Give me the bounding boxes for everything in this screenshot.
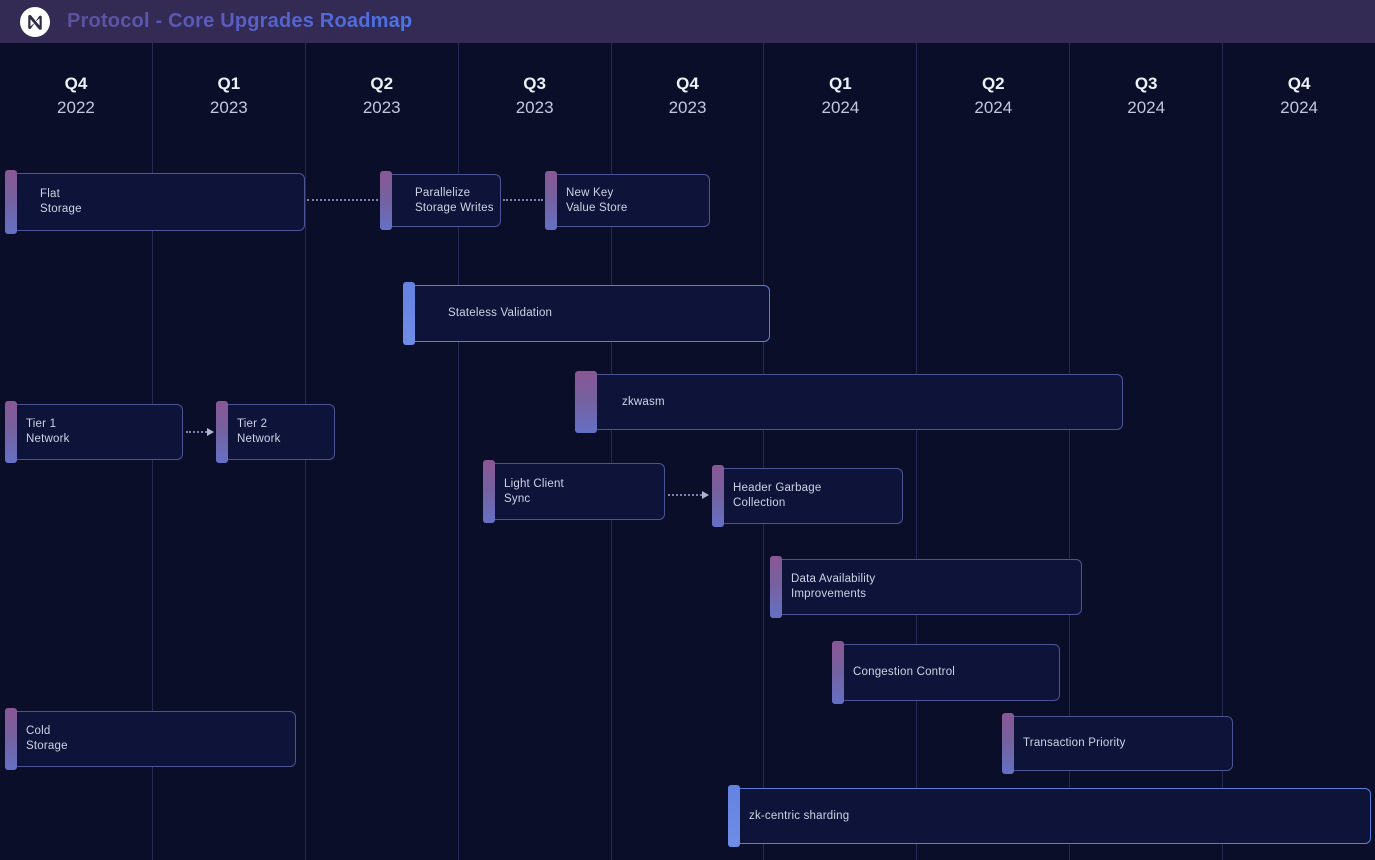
dependency-connector-light-client-to-header-gc (668, 491, 709, 499)
task-bar-light-client-sync[interactable]: Light Client Sync (482, 460, 665, 523)
task-label: Tier 1 Network (26, 418, 70, 445)
quarter-label: Q1 (829, 74, 852, 93)
year-label: 2022 (57, 98, 95, 117)
near-n-glyph (28, 14, 42, 30)
task-bar-transaction-priority[interactable]: Transaction Priority (1001, 713, 1233, 774)
task-bar-flat-storage[interactable]: Flat Storage (4, 170, 305, 234)
task-bar-header-garbage-collection[interactable]: Header Garbage Collection (711, 465, 903, 527)
task-label: Data Availability Improvements (791, 573, 876, 600)
year-label: 2023 (515, 98, 554, 117)
task-accent-strip (544, 171, 557, 230)
task-bar-data-availability-improvements[interactable]: Data Availability Improvements (769, 556, 1082, 618)
dependency-connector-tier1-to-tier2 (186, 428, 214, 436)
task-bar-parallelize-storage-writes[interactable]: Parallelize Storage Writes (379, 171, 501, 230)
quarter-label: Q4 (64, 74, 88, 93)
task-label: Flat Storage (40, 188, 82, 215)
app-header: Protocol - Core Upgrades Roadmap (0, 0, 1375, 43)
task-bar-congestion-control[interactable]: Congestion Control (831, 641, 1060, 704)
task-label: Tier 2 Network (237, 418, 281, 445)
timeline-grid: Q4 2022 Q1 2023 Q2 2023 Q3 2023 Q4 2023 … (0, 43, 1375, 860)
task-label: Stateless Validation (448, 307, 553, 319)
task-accent-strip (574, 371, 597, 433)
timeline-column-q2-2023: Q2 2023 (306, 43, 459, 860)
task-accent-strip (4, 401, 17, 463)
task-accent-strip (831, 641, 844, 704)
quarter-label: Q4 (1287, 74, 1311, 93)
near-protocol-logo-icon (20, 6, 50, 37)
task-label: Header Garbage Collection (733, 482, 822, 509)
task-label: zkwasm (622, 395, 665, 408)
timeline-column-q3-2023: Q3 2023 (459, 43, 612, 860)
task-label: zk-centric sharding (749, 809, 850, 822)
task-bar-cold-storage[interactable]: Cold Storage (4, 708, 296, 770)
year-label: 2024 (1280, 98, 1318, 117)
page-title: Protocol - Core Upgrades Roadmap (67, 10, 413, 32)
year-label: 2024 (1127, 98, 1166, 117)
task-accent-strip (711, 465, 724, 527)
quarter-label: Q2 (370, 74, 394, 93)
task-accent-strip (769, 556, 782, 618)
task-accent-strip (4, 170, 17, 234)
quarter-label: Q2 (981, 74, 1005, 93)
task-bar-zkwasm[interactable]: zkwasm (574, 371, 1123, 433)
task-accent-strip (482, 460, 495, 523)
task-label: Congestion Control (853, 666, 956, 678)
year-label: 2023 (362, 98, 401, 117)
quarter-label: Q1 (217, 74, 241, 93)
timeline-column-q2-2024: Q2 2024 (917, 43, 1071, 860)
year-label: 2023 (209, 98, 248, 117)
quarter-label: Q3 (523, 74, 546, 93)
task-accent-strip (4, 708, 17, 770)
year-label: 2023 (668, 98, 707, 117)
task-accent-strip (1001, 713, 1014, 774)
timeline-column-q4-2023: Q4 2023 (612, 43, 765, 860)
task-label: Transaction Priority (1023, 737, 1126, 749)
task-label: Light Client Sync (504, 477, 564, 505)
timeline-column-q4-2024: Q4 2024 (1223, 43, 1375, 860)
timeline-column-q3-2024: Q3 2024 (1070, 43, 1224, 860)
task-bar-stateless-validation[interactable]: Stateless Validation (402, 282, 770, 345)
dependency-connector-parallelize-to-new-key-value-store (503, 199, 543, 201)
task-bar-tier2-network[interactable]: Tier 2 Network (215, 401, 335, 463)
task-accent-strip (727, 785, 740, 847)
task-label: New Key Value Store (566, 186, 628, 214)
task-bar-tier1-network[interactable]: Tier 1 Network (4, 401, 183, 463)
timeline-column-q1-2024: Q1 2024 (764, 43, 918, 860)
roadmap-canvas: Q4 2022 Q1 2023 Q2 2023 Q3 2023 Q4 2023 … (0, 43, 1375, 860)
quarter-label: Q3 (1134, 74, 1158, 93)
year-label: 2024 (974, 98, 1013, 117)
task-accent-strip (402, 282, 415, 345)
year-label: 2024 (821, 98, 860, 117)
quarter-label: Q4 (676, 74, 699, 93)
task-label: Cold Storage (26, 725, 68, 752)
task-accent-strip (379, 171, 392, 230)
task-bar-new-key-value-store[interactable]: New Key Value Store (544, 171, 710, 230)
dependency-connector-flat-storage-to-parallelize (307, 199, 378, 201)
task-accent-strip (215, 401, 228, 463)
task-bar-zk-centric-sharding[interactable]: zk-centric sharding (727, 785, 1371, 847)
task-label: Parallelize Storage Writes (415, 186, 494, 214)
